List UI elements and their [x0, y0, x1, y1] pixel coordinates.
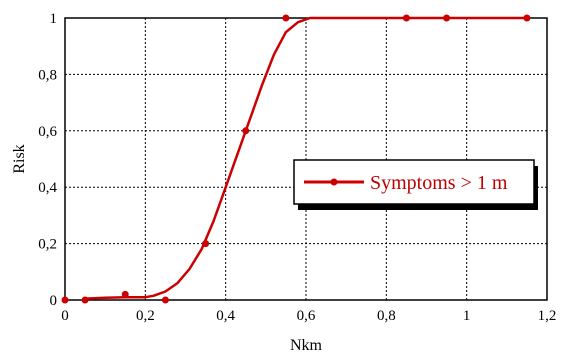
- data-point: [161, 296, 169, 304]
- data-point: [523, 14, 531, 22]
- legend-marker-sample: [330, 178, 338, 186]
- x-tick-label: 0,8: [377, 308, 396, 324]
- data-markers: [61, 14, 531, 304]
- data-point: [282, 14, 290, 22]
- data-point: [121, 290, 129, 298]
- y-axis-title: Risk: [11, 144, 28, 173]
- x-tick-label: 0,2: [136, 308, 155, 324]
- x-tick-label: 1: [463, 308, 471, 324]
- series-line: [85, 16, 527, 300]
- x-tick-label: 0,6: [297, 308, 316, 324]
- data-point: [61, 296, 69, 304]
- fit-curve-layer: [85, 16, 527, 300]
- y-tick-label: 0,2: [38, 237, 57, 253]
- x-tick-label: 1,2: [538, 308, 557, 324]
- plot-frame: [64, 17, 548, 301]
- x-tick-label: 0,4: [216, 308, 235, 324]
- x-tick-label: 0: [61, 308, 69, 324]
- y-tick-label: 0,4: [38, 180, 57, 196]
- y-tick-label: 0: [50, 293, 58, 309]
- legend-label: Symptoms > 1 m: [370, 172, 508, 194]
- data-point: [202, 240, 210, 248]
- x-axis-title: Nkm: [290, 337, 323, 354]
- data-point: [443, 14, 451, 22]
- legend: Symptoms > 1 m: [293, 159, 538, 210]
- legend-box: [293, 159, 535, 205]
- axis-ticks: 0 0,2 0,4 0,6 0,8 1 1,2 0 0,2 0,4 0,6 0,8 1: [38, 11, 556, 324]
- data-point: [402, 14, 410, 22]
- data-point: [242, 127, 250, 135]
- grid-lines: [65, 18, 547, 300]
- y-tick-label: 0,8: [38, 67, 57, 83]
- y-tick-label: 1: [50, 11, 58, 27]
- data-point: [81, 296, 89, 304]
- y-tick-label: 0,6: [38, 124, 57, 140]
